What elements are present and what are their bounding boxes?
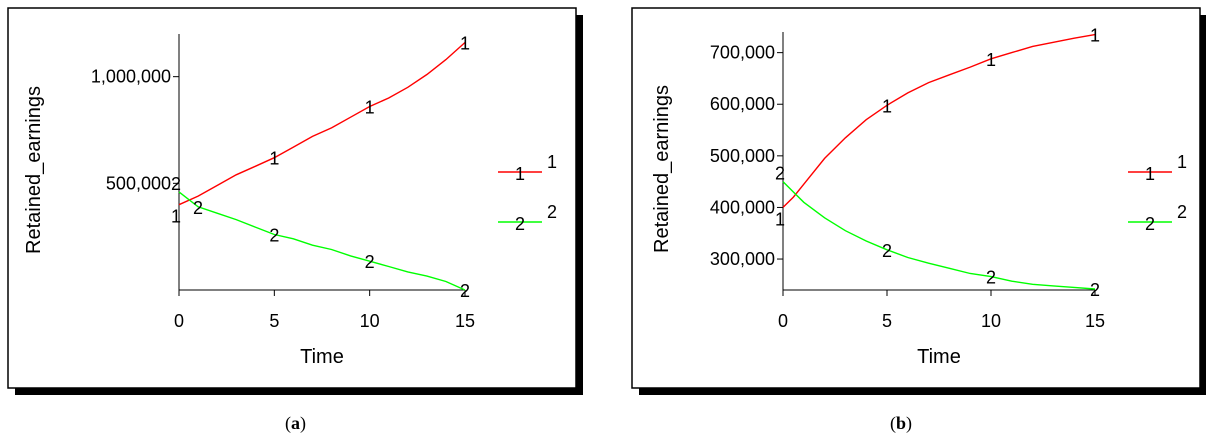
legend-1-marker: 1	[1145, 164, 1155, 184]
x-axis-title: Time	[300, 346, 344, 368]
legend-2-marker: 2	[1145, 214, 1155, 234]
series-2-marker: 2	[986, 268, 996, 288]
series-2-start-marker: 2	[171, 174, 181, 194]
legend-2-marker: 2	[515, 214, 525, 234]
series-1-start-marker: 1	[171, 207, 181, 227]
series-2-line	[782, 181, 1096, 290]
series-1-line	[782, 33, 1096, 208]
y-tick-label: 400,000	[710, 197, 775, 217]
x-tick-label: 5	[269, 311, 279, 331]
series-1-start-marker: 1	[775, 209, 785, 229]
caption-a: (a)	[285, 413, 306, 433]
legend-2-label: 2	[1177, 202, 1187, 222]
chart-panel-b: 0 5 10 15 300,000 400,000 500,000 600,000 700,00…	[606, 0, 1206, 443]
y-tick-label: 500,000	[710, 146, 775, 166]
series-1-line	[178, 41, 466, 206]
series-2-marker: 2	[460, 281, 470, 301]
chart-a-svg: 0 5 10 15 500,000 1,000,000 Time Retained_earni…	[7, 7, 583, 395]
y-axis-title: Retained_earnings	[651, 85, 673, 253]
y-tick-label: 500,000	[106, 173, 171, 193]
series-2-marker: 2	[1090, 280, 1100, 300]
series-2-marker: 2	[365, 252, 375, 272]
x-tick-label: 15	[1085, 311, 1105, 331]
series-1-marker: 1	[460, 34, 470, 54]
x-tick-label: 0	[778, 311, 788, 331]
series-2-marker: 2	[269, 226, 279, 246]
legend-1-label: 1	[547, 152, 557, 172]
x-tick-label: 15	[455, 311, 475, 331]
chart-frame	[7, 7, 577, 389]
y-tick-label: 600,000	[710, 94, 775, 114]
chart-panel-a: 0 5 10 15 500,000 1,000,000 Time Retained_earni…	[0, 0, 600, 443]
x-tick-label: 5	[882, 311, 892, 331]
y-tick-label: 1,000,000	[91, 67, 171, 87]
x-tick-label: 10	[360, 311, 380, 331]
series-1-marker: 1	[882, 96, 892, 116]
x-tick-label: 10	[981, 311, 1001, 331]
legend-1-label: 1	[1177, 152, 1187, 172]
legend-2-label: 2	[547, 202, 557, 222]
series-2-start-marker: 2	[775, 164, 785, 184]
x-axis-title: Time	[917, 346, 961, 368]
chart-b-svg: 0 5 10 15 300,000 400,000 500,000 600,000 700,00…	[631, 7, 1206, 395]
series-1-marker: 1	[365, 98, 375, 118]
y-tick-label: 700,000	[710, 43, 775, 63]
series-1-marker: 1	[986, 50, 996, 70]
y-axis-title: Retained_earnings	[23, 86, 45, 254]
legend-1-marker: 1	[515, 164, 525, 184]
caption-b: (b)	[890, 413, 913, 433]
series-2-marker: 2	[193, 198, 203, 218]
series-1-marker: 1	[269, 149, 279, 169]
x-tick-label: 0	[174, 311, 184, 331]
y-tick-label: 300,000	[710, 249, 775, 269]
series-2-marker: 2	[882, 241, 892, 261]
series-1-marker: 1	[1090, 26, 1100, 46]
series-2-line	[178, 191, 466, 291]
chart-frame	[631, 7, 1201, 389]
